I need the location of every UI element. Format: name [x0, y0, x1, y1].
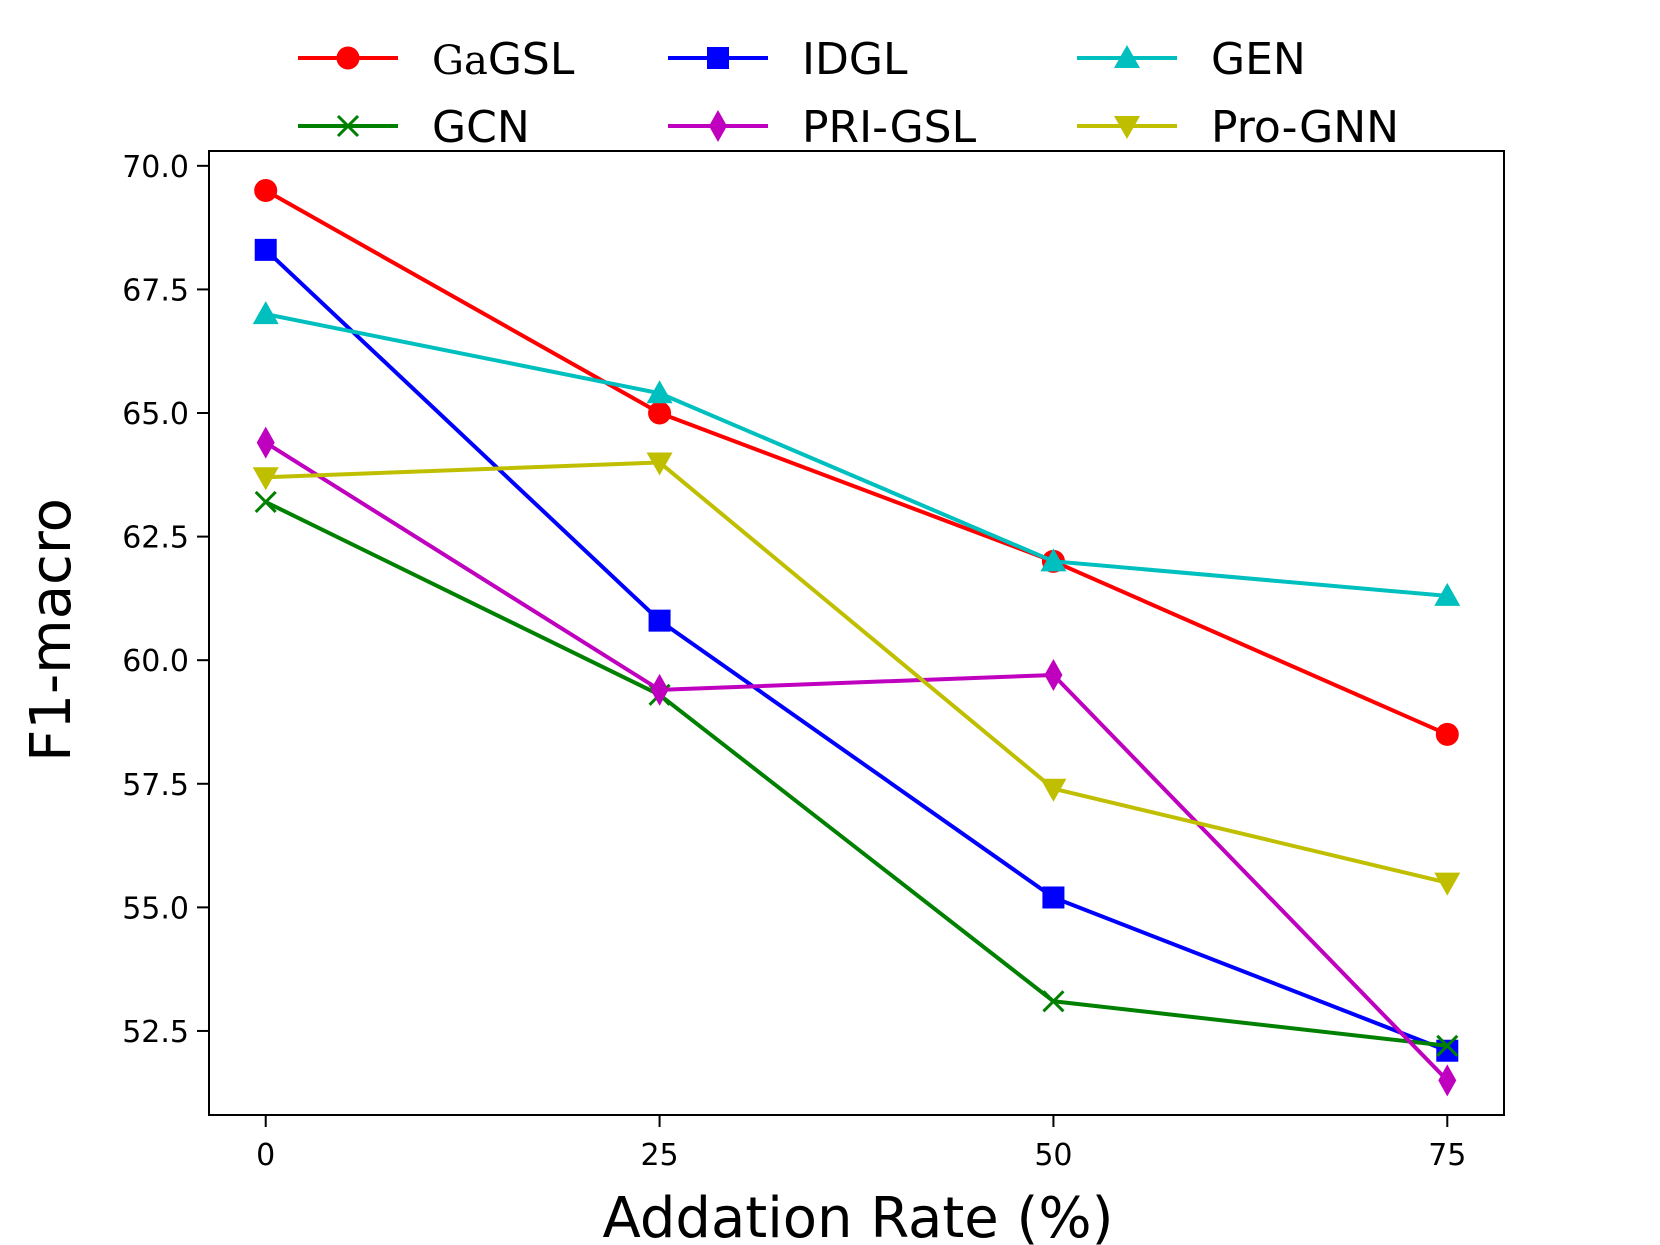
series-line-gen	[265, 312, 1448, 598]
legend-marker-gagsl	[336, 46, 360, 70]
data-point-gen	[252, 301, 279, 325]
x-axis: 0 25 50 75	[256, 1115, 1466, 1173]
data-point-pri-gsl	[650, 673, 669, 706]
data-point-gagsl	[648, 401, 672, 425]
series-gagsl	[254, 179, 1459, 746]
y-tick-label: 55.0	[122, 891, 189, 926]
y-axis: 52.5 55.0 57.5 60.0 62.5 65.0 67.5 70.0	[122, 150, 209, 1050]
x-axis-title: Addation Rate (%)	[603, 1186, 1114, 1245]
series-pri-gsl	[256, 426, 1457, 1097]
x-tick-label: 50	[1034, 1138, 1072, 1173]
data-point-pro-gnn	[1434, 872, 1461, 896]
series-line-gcn	[264, 500, 1448, 1048]
legend-marker-pri-gsl	[709, 110, 727, 142]
x-tick-label: 75	[1428, 1138, 1466, 1173]
plot-frame	[208, 150, 1505, 1116]
legend-marker-pro-gnn	[1114, 116, 1140, 139]
legend-label: GCN	[432, 102, 530, 153]
y-tick-label: 57.5	[122, 768, 189, 803]
legend-label: Pro-GNN	[1211, 102, 1399, 153]
y-tick-label: 70.0	[122, 150, 189, 185]
legend-marker-idgl	[707, 47, 729, 69]
legend-item-gagsl: GaGSL	[298, 34, 575, 85]
series-line-pro-gnn	[265, 460, 1448, 885]
y-tick-label: 67.5	[122, 273, 189, 308]
legend-label-suffix: GSL	[488, 34, 575, 85]
legend-label: GEN	[1211, 34, 1306, 85]
legend-item-gcn: GCN	[298, 102, 530, 153]
y-tick-label: 60.0	[122, 644, 189, 679]
series-line-gagsl	[264, 188, 1449, 737]
data-point-pri-gsl	[256, 426, 275, 459]
legend-label: GaGSL	[432, 34, 575, 85]
series-line-pri-gsl	[264, 440, 1449, 1082]
data-point-idgl	[254, 238, 277, 261]
legend-label: IDGL	[802, 34, 908, 85]
data-point-gen	[1040, 548, 1067, 572]
y-tick-label: 65.0	[122, 397, 189, 432]
data-point-gen	[646, 380, 673, 404]
data-point-pro-gnn	[646, 452, 673, 476]
x-tick-label: 25	[640, 1138, 678, 1173]
series-pro-gnn	[252, 452, 1461, 896]
data-point-gagsl	[254, 179, 278, 203]
legend-marker-gen	[1114, 45, 1140, 68]
legend-marker-gcn	[336, 114, 360, 138]
series-gen	[252, 301, 1461, 606]
data-point-idgl	[648, 609, 671, 632]
data-point-gcn	[1436, 1034, 1459, 1057]
series-gcn	[254, 490, 1459, 1057]
legend-item-idgl: IDGL	[668, 34, 908, 85]
y-tick-label: 52.5	[122, 1015, 189, 1050]
data-point-pri-gsl	[1438, 1064, 1457, 1097]
legend-item-gen: GEN	[1077, 34, 1306, 85]
legend-item-pri-gsl: PRI-GSL	[668, 102, 977, 153]
data-point-pri-gsl	[1044, 659, 1063, 692]
data-point-gcn	[254, 490, 277, 514]
x-tick-label: 0	[256, 1138, 275, 1173]
series-layer	[252, 179, 1461, 1097]
legend: GaGSL IDGL GEN GCN PRI-GSL Pro-GNN	[298, 34, 1399, 153]
data-point-gen	[1434, 582, 1461, 606]
series-idgl	[254, 238, 1459, 1062]
data-point-pro-gnn	[252, 467, 279, 491]
y-axis-title: F1-macro	[19, 498, 84, 762]
legend-item-pro-gnn: Pro-GNN	[1077, 102, 1399, 153]
legend-label: PRI-GSL	[802, 102, 977, 153]
legend-label-prefix: Ga	[432, 38, 488, 84]
data-point-gagsl	[1435, 722, 1459, 746]
data-point-idgl	[1042, 886, 1065, 909]
data-point-gcn	[1042, 990, 1065, 1013]
series-line-idgl	[264, 248, 1449, 1053]
data-point-pro-gnn	[1040, 778, 1067, 802]
y-tick-label: 62.5	[122, 521, 189, 556]
